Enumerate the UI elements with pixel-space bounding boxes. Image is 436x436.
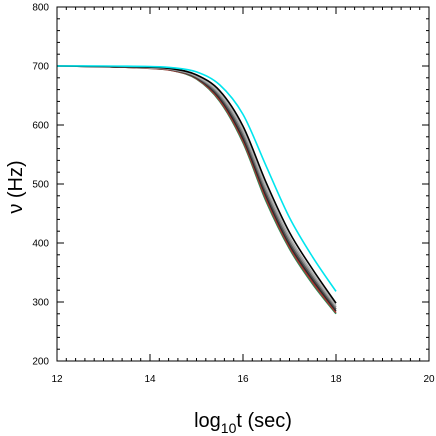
y-tick-label: 700 <box>32 62 49 73</box>
x-tick-label: 16 <box>237 374 249 385</box>
series-group <box>56 65 337 315</box>
axis-ticks <box>56 6 430 362</box>
x-tick-label: 14 <box>144 374 156 385</box>
x-tick-label: 20 <box>423 374 435 385</box>
x-axis-title-subscript: 10 <box>221 420 237 436</box>
y-tick-label: 400 <box>32 239 49 250</box>
x-axis-title-base: log <box>194 410 221 432</box>
x-axis-title-rest: t (sec) <box>236 410 292 432</box>
y-tick-label: 200 <box>32 357 49 368</box>
series-line-7 <box>56 65 337 304</box>
series-line-4 <box>56 65 337 310</box>
y-axis-title: ν (Hz) <box>5 160 27 213</box>
x-tick-label: 12 <box>51 374 63 385</box>
y-tick-label: 600 <box>32 121 49 132</box>
y-tick-label: 800 <box>32 3 49 14</box>
series-line-8 <box>56 65 337 292</box>
x-tick-label: 18 <box>330 374 342 385</box>
series-line-5 <box>56 65 337 308</box>
series-line-1 <box>56 65 337 315</box>
y-tick-label: 300 <box>32 298 49 309</box>
series-line-2 <box>56 65 337 314</box>
x-axis-title: log10t (sec) <box>194 410 292 436</box>
tick-labels: 12 14 16 18 20 200 300 400 500 600 700 800 <box>32 3 435 386</box>
series-line-3 <box>56 65 337 312</box>
y-tick-label: 500 <box>32 180 49 191</box>
series-line-6 <box>56 65 337 307</box>
plot-area-frame <box>56 6 430 362</box>
